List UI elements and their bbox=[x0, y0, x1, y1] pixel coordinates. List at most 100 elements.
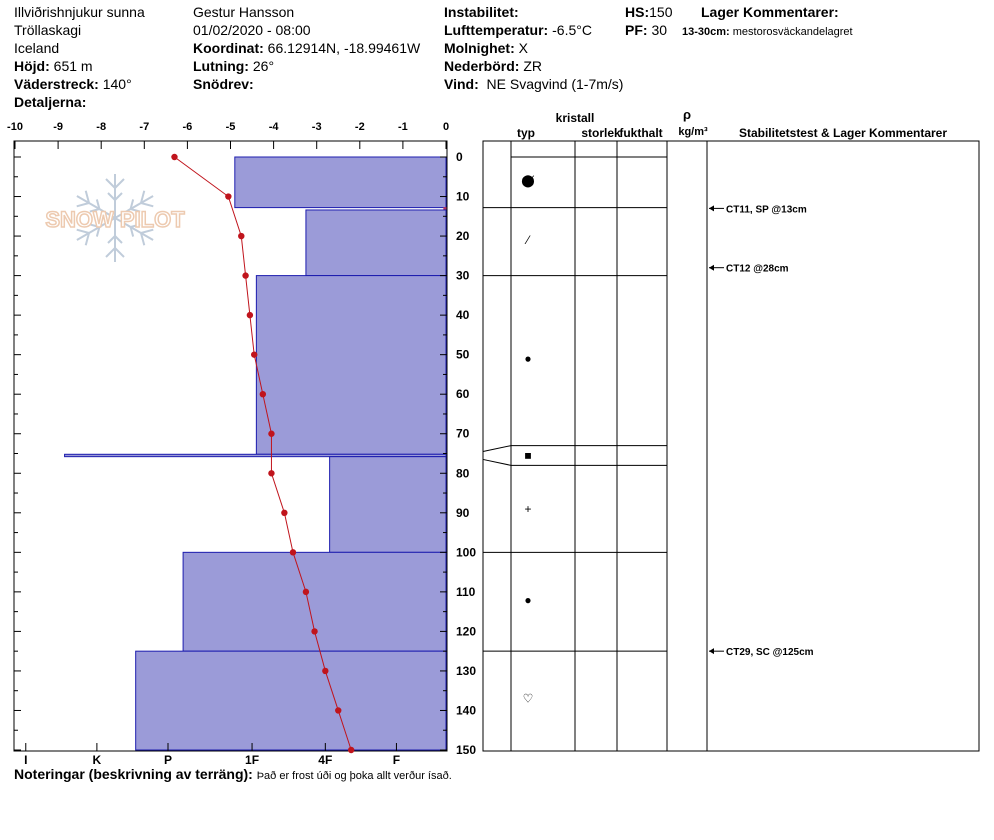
layer-comment-depth: 13-30cm: bbox=[682, 26, 730, 38]
aspect-label: Väderstreck: bbox=[14, 76, 99, 92]
x-tick-label: -9 bbox=[53, 121, 63, 133]
temperature-point bbox=[322, 667, 329, 675]
y-tick-label: 120 bbox=[456, 624, 476, 638]
stability-arrowhead bbox=[709, 648, 714, 655]
hardness-bar bbox=[135, 650, 447, 751]
instability-label: Instabilitet: bbox=[444, 4, 519, 20]
density-symbol: ρ bbox=[683, 107, 691, 122]
layer-table-frame bbox=[482, 140, 980, 752]
temperature-point bbox=[281, 509, 288, 516]
snow-height-value: 150 bbox=[649, 4, 673, 20]
y-tick-label: 30 bbox=[456, 269, 470, 283]
crystal-symbol: ⁄ bbox=[524, 233, 531, 247]
crystal-symbol: ● bbox=[524, 593, 531, 607]
x-tick-label: 0 bbox=[443, 121, 449, 133]
temperature-point bbox=[246, 311, 254, 319]
notes-text: Það er frost úði og þoka allt verður ísa… bbox=[256, 770, 452, 782]
layer-connector bbox=[482, 458, 512, 466]
x-tick-label: -3 bbox=[312, 121, 322, 133]
location-name: Illviðrishnjukur sunna bbox=[14, 4, 145, 20]
crystal-symbol: ● bbox=[524, 352, 531, 366]
layer-boundaries bbox=[482, 156, 667, 652]
elevation: Höjd: 651 m bbox=[14, 58, 93, 74]
temperature-point bbox=[171, 153, 178, 161]
y-tick-label: 80 bbox=[456, 466, 470, 480]
stability-test-label: CT11, SP @13cm bbox=[726, 204, 807, 215]
air-temperature: Lufttemperatur: -6.5°C bbox=[444, 22, 592, 38]
air-temperature-label: Lufttemperatur: bbox=[444, 22, 549, 38]
hardness-bar bbox=[234, 156, 447, 209]
snow-height: HS:150 bbox=[625, 4, 672, 20]
cloud-cover: Molnighet: X bbox=[444, 40, 528, 56]
coordinates-value: 66.12914N, -18.99461W bbox=[267, 40, 421, 56]
crystal-symbol: ■ bbox=[524, 448, 531, 462]
hardness-tick-label: 4F bbox=[318, 753, 332, 767]
crystal-header: kristall bbox=[556, 111, 595, 125]
temperature-point bbox=[238, 232, 245, 240]
stability-test-label: CT29, SC @125cm bbox=[726, 647, 814, 658]
y-tick-label: 140 bbox=[456, 703, 476, 717]
hardness-tick-label: K bbox=[93, 753, 102, 767]
stability-arrowhead bbox=[709, 205, 714, 212]
air-temperature-value: -6.5°C bbox=[552, 22, 592, 38]
moisture-header: fukthalt bbox=[619, 126, 662, 140]
y-tick-label: 20 bbox=[456, 229, 470, 243]
x-tick-label: -5 bbox=[226, 121, 236, 133]
y-tick-label: 130 bbox=[456, 664, 476, 678]
size-header: storlek bbox=[581, 126, 621, 140]
hardness-tick-label: I bbox=[24, 753, 27, 767]
hardness-bars bbox=[64, 156, 447, 751]
y-tick-label: 110 bbox=[456, 585, 476, 599]
penetration-foot-label: PF: bbox=[625, 22, 648, 38]
y-tick-label: 70 bbox=[456, 427, 470, 441]
stability-test-label: CT12 @28cm bbox=[726, 264, 789, 275]
temperature-point bbox=[335, 707, 342, 714]
observation-datetime: 01/02/2020 - 08:00 bbox=[193, 22, 311, 38]
type-header: typ bbox=[517, 126, 535, 140]
layer-comment-text: mestorosväckandelagret bbox=[732, 26, 853, 38]
coordinates-label: Koordinat: bbox=[193, 40, 264, 56]
slope-label: Lutning: bbox=[193, 58, 249, 74]
layer-comments-label: Lager Kommentarer: bbox=[701, 4, 839, 20]
precipitation-value: ZR bbox=[523, 58, 543, 74]
y-tick-label: 40 bbox=[456, 308, 470, 322]
temperature-point bbox=[259, 391, 267, 398]
elevation-value: 651 m bbox=[53, 58, 93, 74]
temperature-point bbox=[289, 549, 297, 556]
hardness-tick-label: F bbox=[393, 753, 400, 767]
x-tick-label: -1 bbox=[398, 121, 408, 133]
slope: Lutning: 26° bbox=[193, 58, 274, 74]
cloud-cover-label: Molnighet: bbox=[444, 40, 515, 56]
stability-tests: CT11, SP @13cm CT12 @28cm CT29, SC @125cm bbox=[709, 204, 814, 658]
temperature-point bbox=[311, 628, 318, 635]
elevation-label: Höjd: bbox=[14, 58, 50, 74]
layer-connector bbox=[482, 445, 512, 453]
hardness-tick-label: P bbox=[164, 753, 172, 767]
y-tick-label: 90 bbox=[456, 506, 470, 520]
cloud-cover-value: X bbox=[518, 40, 528, 56]
stability-arrowhead bbox=[709, 264, 714, 271]
hardness-bar bbox=[255, 275, 447, 455]
temperature-line bbox=[174, 156, 352, 751]
x-tick-label: -8 bbox=[96, 121, 106, 133]
logo-text: SNOW PILOT bbox=[45, 207, 185, 232]
hardness-tick-label: 1F bbox=[245, 753, 259, 767]
temperature-point bbox=[251, 351, 258, 358]
hardness-bar bbox=[64, 453, 447, 458]
crystal-symbols: ⬤̸ ⁄ ● ■ + ● ♡ bbox=[521, 174, 534, 706]
wind: Vind: NE Svagvind (1-7m/s) bbox=[444, 76, 623, 92]
country-name: Iceland bbox=[14, 40, 60, 56]
crystal-symbol: ⬤̸ bbox=[521, 174, 534, 188]
precipitation: Nederbörd: ZR bbox=[444, 58, 542, 74]
x-tick-label: -10 bbox=[7, 121, 23, 133]
slope-value: 26° bbox=[252, 58, 275, 74]
x-tick-label: -2 bbox=[355, 121, 365, 133]
temperature-point bbox=[268, 430, 275, 437]
notes: Noteringar (beskrivning av terräng): Það… bbox=[14, 766, 452, 784]
density-unit: kg/m³ bbox=[678, 126, 708, 138]
coordinates: Koordinat: 66.12914N, -18.99461W bbox=[193, 40, 420, 56]
crystal-symbol: ♡ bbox=[523, 692, 534, 706]
hardness-bar bbox=[182, 551, 447, 652]
temperature-profile bbox=[171, 153, 355, 754]
y-tick-label: 100 bbox=[456, 545, 476, 559]
